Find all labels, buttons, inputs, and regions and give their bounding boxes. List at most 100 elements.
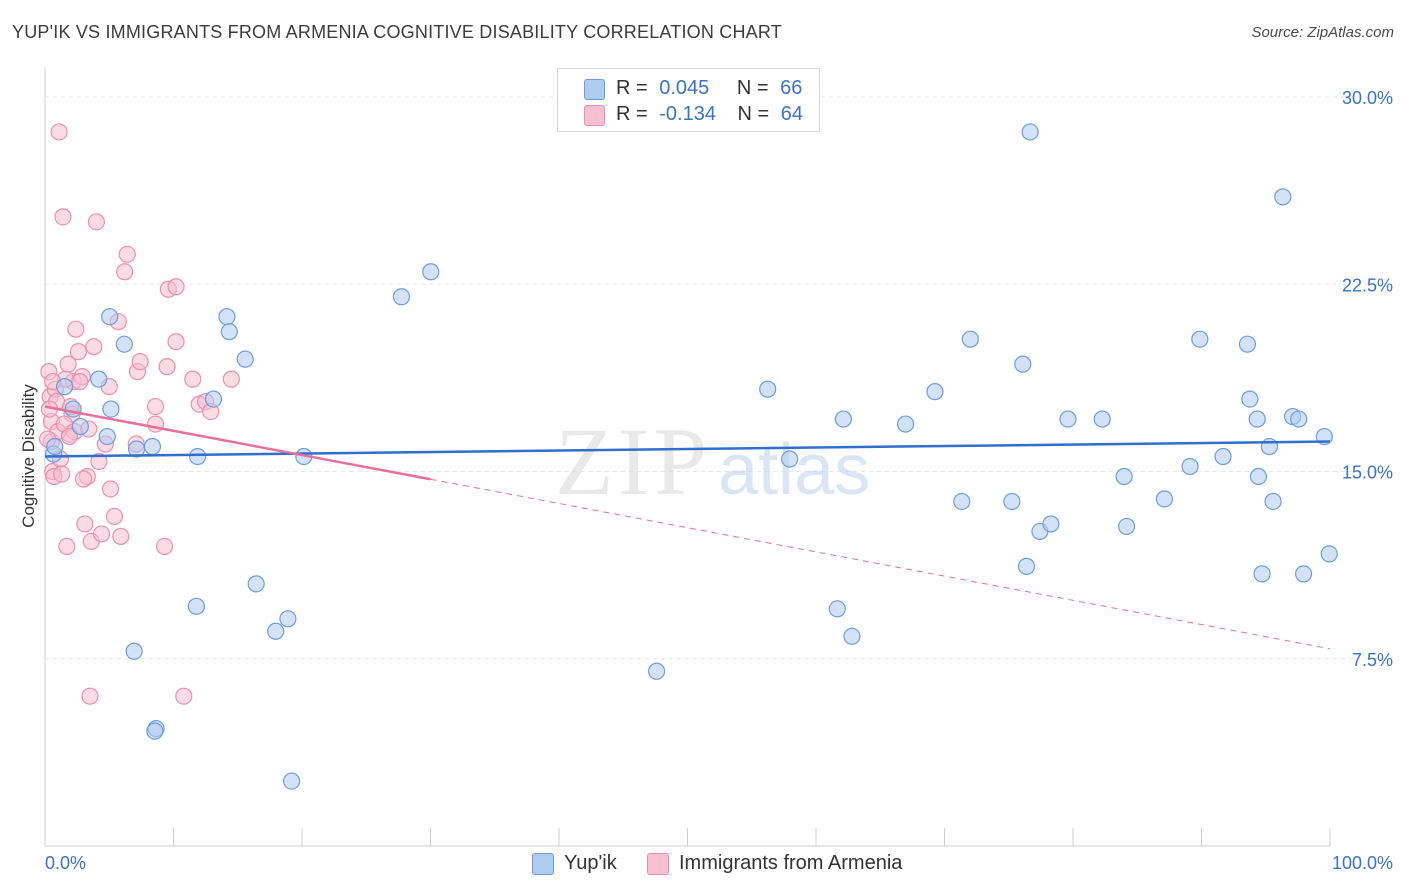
data-point-armenia <box>92 525 111 543</box>
bottom-legend-label-armenia: Immigrants from Armenia <box>679 852 903 874</box>
data-point-yupik <box>115 335 133 353</box>
data-point-armenia <box>175 687 193 705</box>
data-point-armenia <box>87 213 106 231</box>
stats-legend: R = 0.045 N = 66 R = -0.134 N = 64 <box>557 68 820 132</box>
data-point-yupik <box>146 722 164 740</box>
data-point-yupik <box>125 642 143 660</box>
legend-r-label: R = <box>616 103 648 125</box>
data-point-yupik <box>143 437 162 456</box>
data-point-yupik <box>834 410 852 428</box>
data-point-yupik <box>1093 410 1111 428</box>
data-point-yupik <box>647 662 666 680</box>
data-point-armenia <box>184 370 202 388</box>
data-point-armenia <box>58 537 76 556</box>
data-point-yupik <box>926 383 944 401</box>
x-tick-label: 100.0% <box>1332 853 1393 873</box>
trend-lines <box>44 405 1331 650</box>
data-point-yupik <box>961 330 979 348</box>
data-point-yupik <box>1155 490 1174 508</box>
bottom-legend-swatch-blue <box>532 853 554 875</box>
data-point-armenia <box>167 278 185 296</box>
data-point-yupik <box>71 417 90 436</box>
data-point-yupik <box>98 427 116 446</box>
data-point-yupik <box>55 378 74 396</box>
data-point-yupik <box>90 370 108 388</box>
data-point-yupik <box>1238 335 1257 353</box>
trend-line-yupik <box>44 440 1331 458</box>
data-point-yupik <box>220 323 238 341</box>
watermark-zip: ZIP <box>555 408 711 515</box>
data-point-yupik <box>953 492 971 511</box>
data-point-armenia <box>167 333 185 351</box>
data-point-yupik <box>1117 517 1136 536</box>
data-point-yupik <box>1248 410 1266 428</box>
data-point-armenia <box>90 452 108 471</box>
data-point-yupik <box>46 437 64 456</box>
data-point-armenia <box>69 343 88 361</box>
gridlines <box>45 96 1392 660</box>
data-point-yupik <box>1003 492 1021 511</box>
legend-n-value: 64 <box>780 103 804 125</box>
y-axis-label: Cognitive Disability <box>19 384 38 528</box>
y-tick-label: 7.5% <box>1352 650 1393 670</box>
data-point-yupik <box>1320 545 1338 563</box>
legend-n-label: N = <box>736 77 769 99</box>
legend-swatch-pink <box>584 105 605 126</box>
data-point-yupik <box>1294 565 1313 583</box>
data-point-yupik <box>1264 492 1282 511</box>
data-point-yupik <box>1042 515 1060 533</box>
legend-swatch-blue <box>584 79 605 100</box>
data-point-yupik <box>897 415 915 433</box>
series-yupik-points <box>44 113 1338 790</box>
chart-title: YUP'IK VS IMMIGRANTS FROM ARMENIA COGNIT… <box>12 22 782 42</box>
data-point-yupik <box>781 450 799 468</box>
data-point-armenia <box>81 687 99 705</box>
data-point-yupik <box>843 627 861 645</box>
data-point-armenia <box>222 370 240 388</box>
data-point-armenia <box>101 480 120 498</box>
data-point-armenia <box>85 338 103 356</box>
y-tick-label: 30.0% <box>1342 88 1393 108</box>
data-point-yupik <box>102 400 120 418</box>
data-point-yupik <box>1017 557 1036 575</box>
tick-labels: 7.5% 15.0% 22.5% 30.0% 0.0% 100.0% <box>45 88 1393 873</box>
data-point-yupik <box>1059 410 1077 428</box>
data-point-armenia <box>50 123 68 141</box>
x-tick-label: 0.0% <box>45 853 86 873</box>
data-point-armenia <box>54 208 72 226</box>
data-point-yupik <box>64 400 82 418</box>
data-point-yupik <box>204 390 223 408</box>
legend-r-value: -0.134 <box>659 103 716 125</box>
data-point-armenia <box>67 320 85 338</box>
data-point-yupik <box>188 447 207 466</box>
data-point-yupik <box>1021 123 1039 141</box>
data-point-armenia <box>105 507 123 526</box>
data-point-yupik <box>1014 355 1032 373</box>
y-tick-label: 22.5% <box>1342 275 1393 295</box>
data-point-yupik <box>101 308 119 326</box>
data-point-yupik <box>1274 188 1292 206</box>
data-point-armenia <box>112 527 130 546</box>
trend-line-armenia-projection <box>430 478 1331 650</box>
watermark-atlas: atlas <box>718 430 870 510</box>
data-point-yupik <box>1191 330 1209 348</box>
source-label: Source: ZipAtlas.com <box>1251 24 1394 41</box>
bottom-legend-label-yupik: Yup'ik <box>564 852 617 874</box>
data-point-yupik <box>1290 410 1308 428</box>
bottom-legend-swatch-pink <box>647 853 669 875</box>
data-point-armenia <box>118 245 136 263</box>
data-point-yupik <box>279 610 297 628</box>
data-point-yupik <box>187 597 205 615</box>
data-point-yupik <box>218 308 236 326</box>
data-point-yupik <box>282 772 301 790</box>
data-point-yupik <box>392 288 411 306</box>
data-point-armenia <box>155 537 174 556</box>
data-point-armenia <box>116 263 134 281</box>
data-point-armenia <box>131 353 149 371</box>
data-point-armenia <box>60 427 79 446</box>
data-point-yupik <box>1241 390 1259 408</box>
data-point-armenia <box>74 470 93 488</box>
data-point-armenia <box>158 358 176 376</box>
data-point-yupik <box>1181 457 1199 476</box>
legend-r-value: 0.045 <box>659 77 710 99</box>
